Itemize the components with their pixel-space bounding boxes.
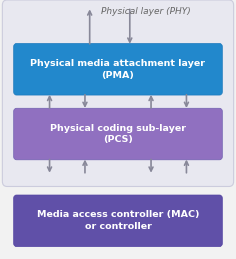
- Text: Physical layer (PHY): Physical layer (PHY): [101, 7, 191, 16]
- FancyBboxPatch shape: [14, 44, 222, 95]
- FancyBboxPatch shape: [14, 108, 222, 160]
- FancyBboxPatch shape: [2, 0, 234, 186]
- FancyBboxPatch shape: [14, 195, 222, 247]
- Text: Physical coding sub-layer
(PCS): Physical coding sub-layer (PCS): [50, 124, 186, 145]
- Text: Media access controller (MAC)
or controller: Media access controller (MAC) or control…: [37, 210, 199, 231]
- Text: Physical media attachment layer
(PMA): Physical media attachment layer (PMA): [30, 59, 206, 80]
